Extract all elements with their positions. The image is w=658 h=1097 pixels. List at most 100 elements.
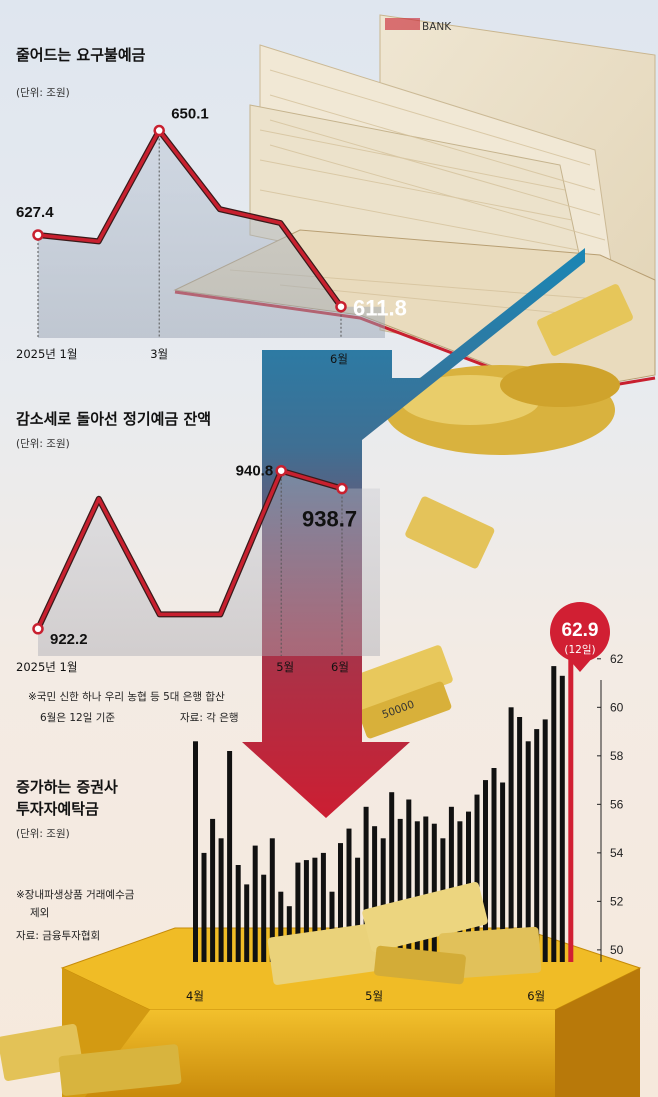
chart2-line: [36, 468, 344, 631]
chart3-highlight-date: (12일): [564, 643, 595, 656]
bar: [227, 751, 233, 962]
chart3-title-line2: 투자자예탁금: [16, 800, 99, 818]
chart3-y-axis: 50 52 54 56 58 60 62: [597, 652, 624, 962]
chart3-xtick-apr: 4월: [186, 989, 204, 1003]
money-pile-box: [267, 881, 542, 985]
bar: [295, 862, 301, 962]
chart1-title: 줄어드는 요구불예금: [16, 46, 146, 64]
bar: [278, 891, 284, 962]
chart2-label-jan: 922.2: [50, 631, 88, 648]
c1-point: [335, 300, 347, 313]
bar: [568, 637, 574, 962]
chart1-line: [36, 128, 343, 309]
bank-label: BANK: [422, 21, 452, 33]
bar: [508, 707, 514, 962]
chart1-label-jun: 611.8: [353, 296, 407, 321]
bar: [500, 782, 506, 962]
chart2-label-may: 940.8: [236, 463, 274, 480]
chart3: 증가하는 증권사 투자자예탁금 (단위: 조원) ※장내파생상품 거래예수금 제…: [16, 602, 624, 1003]
c1-point: [32, 229, 44, 241]
chart3-note-source: 자료: 금융투자협회: [16, 929, 100, 942]
chart1-label-jan: 627.4: [16, 204, 54, 221]
chart3-note-exclusion: ※장내파생상품 거래예수금: [16, 888, 135, 901]
bar: [534, 729, 540, 962]
chart2-guides: [280, 470, 343, 656]
bar: [483, 780, 488, 962]
c2-point: [336, 482, 348, 495]
chart2-xtick-jan: 2025년 1월: [16, 660, 77, 674]
c1-point: [153, 124, 165, 137]
chart3-y-tick-label: 52: [610, 894, 624, 908]
chart1-xtick-mar: 3월: [150, 347, 168, 361]
bar: [346, 828, 352, 962]
bar: [474, 794, 480, 962]
chart1-xtick-jun: 6월: [330, 352, 348, 366]
bar: [525, 741, 531, 962]
bar: [363, 806, 369, 962]
chart2-points: [32, 464, 348, 635]
chart2-unit: (단위: 조원): [16, 437, 70, 450]
bar: [269, 838, 275, 962]
chart3-y-tick-label: 62: [610, 652, 624, 666]
chart3-unit: (단위: 조원): [16, 827, 70, 840]
chart2-note-banks: ※국민 신한 하나 우리 농협 등 5대 은행 합산: [28, 690, 225, 703]
bar: [380, 838, 386, 962]
bar: [193, 741, 198, 962]
chart2-note-date: 6월은 12일 기준: [40, 711, 115, 724]
bankbook-illustration: BANK: [173, 14, 656, 396]
chart3-highlight-callout: 62.9 (12일): [550, 602, 610, 672]
chart2-area: [38, 470, 380, 656]
bar: [261, 874, 267, 962]
chart1-unit: (단위: 조원): [16, 86, 70, 99]
bar: [397, 818, 403, 962]
chart3-y-tick-label: 58: [610, 749, 624, 763]
chart3-title-line1: 증가하는 증권사: [16, 778, 118, 796]
chart3-bars: [193, 637, 574, 962]
bar: [320, 852, 326, 962]
chart3-xtick-jun: 6월: [527, 989, 545, 1003]
bar: [517, 717, 523, 962]
bar: [303, 860, 309, 962]
bar: [210, 818, 216, 962]
chart3-note-exclusion-cont: 제외: [30, 907, 49, 919]
chart1-xtick-jan: 2025년 1월: [16, 347, 77, 361]
bar: [414, 821, 420, 962]
bar: [355, 857, 361, 962]
bar: [201, 852, 207, 962]
c2-point: [32, 623, 44, 635]
bar: [252, 845, 258, 962]
bar: [372, 826, 378, 962]
chart3-y-tick-label: 56: [610, 797, 624, 811]
chart1: 줄어드는 요구불예금 (단위: 조원) 627.4 650.1 611.8 20…: [16, 46, 407, 366]
chart2-label-jun: 938.7: [302, 507, 357, 532]
bar: [448, 806, 454, 962]
bar: [423, 816, 429, 962]
c2-point: [275, 464, 287, 477]
bar: [551, 666, 557, 962]
chart2-note-source: 자료: 각 은행: [180, 712, 239, 724]
bar: [312, 857, 318, 962]
chart3-y-tick-label: 60: [610, 700, 624, 714]
chart3-y-tick-label: 50: [610, 943, 624, 957]
bar: [389, 792, 395, 962]
chart2-title: 감소세로 돌아선 정기예금 잔액: [16, 410, 211, 428]
chart2-xtick-may: 5월: [276, 660, 294, 674]
chart3-y-tick-label: 54: [610, 846, 624, 860]
chart3-highlight-value: 62.9: [562, 620, 599, 641]
chart1-area: [38, 130, 385, 338]
chart2-xtick-jun: 6월: [331, 660, 349, 674]
down-arrow: [242, 248, 585, 818]
bar: [286, 906, 292, 962]
bar: [244, 884, 250, 962]
bar: [559, 675, 565, 962]
bar: [406, 799, 412, 962]
bar: [235, 865, 241, 962]
bar: [218, 838, 224, 962]
bar: [542, 719, 548, 962]
chart1-label-mar: 650.1: [171, 106, 209, 123]
chart1-points: [32, 124, 347, 313]
money-pile-top: 50000: [347, 284, 633, 739]
chart2: 감소세로 돌아선 정기예금 잔액 (단위: 조원) 922.2 940.8 93…: [16, 410, 380, 724]
bar: [338, 843, 343, 962]
